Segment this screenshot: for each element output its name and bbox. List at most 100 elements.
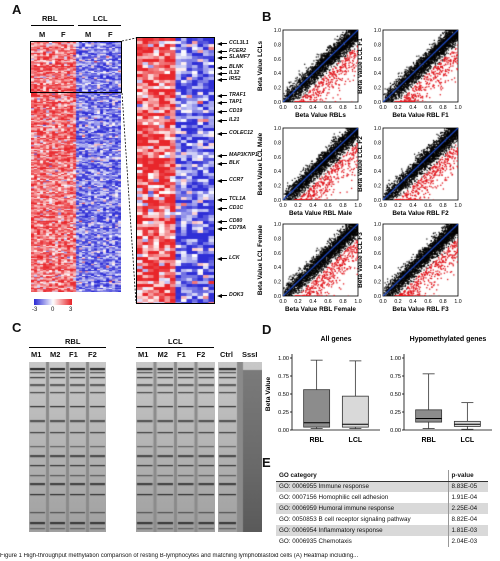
boxplot-category-label: RBL (309, 437, 324, 444)
scatter-x-tick: 0.2 (394, 299, 401, 305)
figure-caption: Figure 1 High-throughput methylation com… (0, 553, 359, 559)
boxplot-y-tick: 0.75 (278, 374, 289, 380)
gene-label: CD19 (229, 108, 243, 114)
scatter-y-tick: 0.4 (274, 265, 281, 271)
scatter-x-tick: 0.6 (424, 299, 431, 305)
go-category-cell: GO: 0006935 Chemotaxis (279, 538, 352, 545)
gel-lane-label: F2 (196, 350, 206, 359)
scatter-x-tick: 0.6 (324, 203, 331, 209)
scatter-x-tick: 0.6 (424, 105, 431, 111)
gene-label: MAP3K7IP1 (229, 152, 258, 158)
gel-lane-label: M2 (50, 350, 61, 359)
panel-label-a: A (12, 2, 22, 17)
gene-arrow-icon (217, 153, 222, 158)
scatter-x-tick: 1.0 (454, 105, 461, 111)
gene-arrow-icon (217, 178, 222, 183)
go-pvalue-cell: 1.81E-03 (447, 525, 488, 536)
scatter-x-label: Beta Value RBL F3 (392, 306, 449, 313)
scatter-x-tick: 0.2 (294, 203, 301, 209)
scatter-x-tick: 0.6 (324, 299, 331, 305)
scatter-x-tick: 0.4 (309, 299, 316, 305)
gene-arrow-icon (217, 93, 222, 98)
scatter-plot: 0.0 0.0 0.2 0.2 0.4 0.4 0.6 0.6 0.8 0.8 1.0 1.0 Beta… (353, 220, 468, 320)
scatter-y-tick: 0.2 (274, 86, 281, 92)
scatter-y-tick: 0.4 (274, 169, 281, 175)
scatter-x-label: Beta Value RBLs (295, 112, 346, 119)
scatter-plot: 0.0 0.0 0.2 0.2 0.4 0.4 0.6 0.6 0.8 0.8 1.0 1.0 Beta… (353, 26, 468, 126)
boxplot-box (453, 402, 481, 430)
scatter-y-tick: 0.4 (374, 169, 381, 175)
scatter-y-label: Beta Value LCL Female (257, 224, 264, 295)
scatter-y-tick: 0.8 (274, 140, 281, 146)
scatter-y-tick: 0.4 (274, 71, 281, 77)
gel-bracket-rbl (29, 347, 106, 348)
scale-tick: -3 (32, 307, 38, 313)
gene-arrow-stem (222, 73, 227, 74)
scatter-y-tick: 0.6 (374, 155, 381, 161)
gene-arrow-stem (222, 43, 227, 44)
gene-label: CD79A (229, 225, 247, 231)
go-table-row: GO: 0007156 Homophilic cell adhesion 1.91… (276, 492, 488, 503)
gene-arrow-stem (222, 155, 227, 156)
gene-arrow-icon (217, 55, 222, 60)
scatter-y-tick: 1.0 (374, 126, 381, 132)
gene-label: TRAF1 (229, 92, 246, 98)
scatter-y-tick: 1.0 (374, 222, 381, 228)
go-table-row: GO: 0006954 Inflammatory response 1.81E-0… (276, 525, 488, 536)
gel-lane-label: M1 (31, 350, 42, 359)
go-header-pvalue: p-value (447, 470, 488, 482)
gene-arrow-icon (217, 256, 222, 261)
gene-arrow-stem (222, 95, 227, 96)
scatter-y-tick: 0.6 (274, 251, 281, 257)
heatmap-zoom-frame (136, 37, 215, 304)
gel-lane-label: SssI (242, 350, 258, 359)
gene-label: CCR7 (229, 177, 244, 183)
heatmap-zoom (137, 38, 214, 303)
gene-label: TAP1 (229, 99, 242, 105)
scatter-y-label: Beta Value LCL F2 (357, 136, 364, 192)
gene-label: CD80 (229, 218, 243, 224)
gene-arrow-stem (222, 180, 227, 181)
go-category-cell: GO: 0006959 Humoral immune response (276, 503, 449, 514)
boxplot-box (303, 359, 331, 429)
scatter-x-tick: 0.4 (409, 105, 416, 111)
scatter-y-tick: 0.8 (274, 42, 281, 48)
boxplot-panel: All genes 0.00 0.25 0.50 0.75 1.00 Beta Value R… (265, 336, 492, 444)
go-pvalue-cell: 8.83E-05 (447, 481, 488, 492)
scatter-y-tick: 0.0 (274, 100, 281, 106)
scatter-y-tick: 0.2 (274, 280, 281, 286)
scatter-y-tick: 0.6 (374, 57, 381, 63)
scatter-plot: 0.0 0.0 0.2 0.2 0.4 0.4 0.6 0.6 0.8 0.8 1.0 1.0 Beta… (253, 124, 368, 224)
go-table-row: GO: 0050853 B cell receptor signaling pa… (276, 514, 488, 525)
scatter-points (383, 128, 458, 200)
panel-label-d: D (262, 322, 272, 337)
scatter-points (283, 224, 358, 296)
go-pvalue-cell: 8.82E-04 (447, 514, 488, 525)
scatter-y-label: Beta Value LCL Male (257, 132, 264, 195)
boxplot-y-tick: 1.00 (278, 356, 289, 362)
gel-lane-label: F1 (177, 350, 186, 359)
gene-arrow-icon (217, 219, 222, 224)
gel-bracket-lcl (136, 347, 214, 348)
heatmap-sub-label: M (39, 30, 46, 39)
heatmap-group-lcl: LCL (93, 14, 108, 23)
go-table-row: GO: 0006955 Immune response 8.83E-05 (276, 481, 488, 492)
scatter-x-tick: 0.4 (409, 203, 416, 209)
scatter-x-tick: 0.0 (379, 203, 386, 209)
gel-group-rbl: RBL (65, 337, 81, 346)
scatter-y-tick: 0.6 (374, 251, 381, 257)
scatter-points (283, 128, 358, 200)
scatter-x-tick: 0.4 (309, 105, 316, 111)
scatter-x-tick: 1.0 (354, 203, 361, 209)
gene-arrow-icon (217, 77, 222, 82)
scatter-x-tick: 0.8 (339, 299, 346, 305)
scatter-y-tick: 0.0 (374, 198, 381, 204)
scatter-x-tick: 1.0 (454, 203, 461, 209)
scatter-x-tick: 1.0 (454, 299, 461, 305)
scatter-plot: 0.0 0.0 0.2 0.2 0.4 0.4 0.6 0.6 0.8 0.8 1.0 1.0 Beta… (253, 220, 368, 320)
gene-arrow-icon (217, 161, 222, 166)
go-table-row: GO: 0006935 Chemotaxis 2.04E-03 (276, 536, 488, 547)
boxplot-title: All genes (320, 336, 351, 343)
scatter-y-tick: 0.0 (274, 198, 281, 204)
